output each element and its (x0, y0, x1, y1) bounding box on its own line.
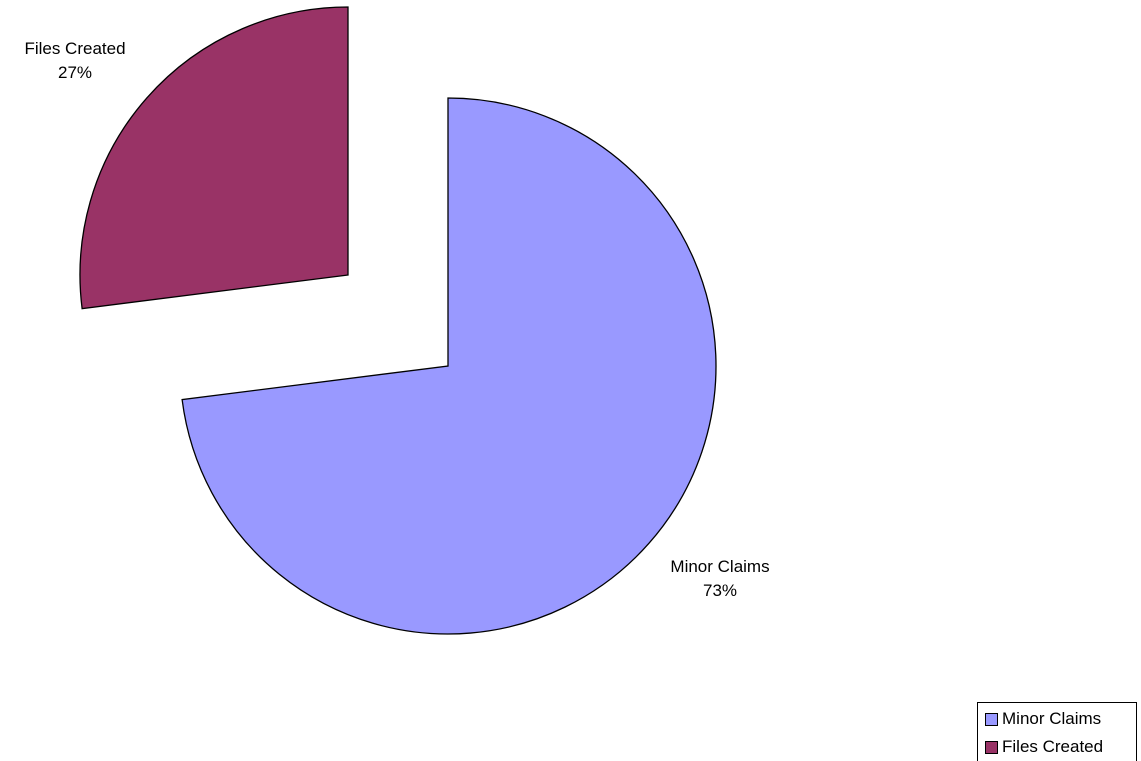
chart-legend: Minor Claims Files Created (977, 702, 1137, 761)
legend-item-minor-claims: Minor Claims (985, 705, 1136, 733)
legend-label-minor-claims: Minor Claims (1002, 709, 1102, 728)
pie-slice-files-created (79, 6, 349, 310)
pie-labels: Minor Claims 73% Files Created 27% (24, 39, 769, 600)
slice-label-name-minor-claims: Minor Claims (670, 557, 769, 576)
pie-slice-minor-claims (181, 97, 717, 635)
legend-item-files-created: Files Created (985, 733, 1136, 761)
slice-label-pct-minor-claims: 73% (703, 581, 737, 600)
legend-swatch-minor-claims (985, 712, 998, 726)
slice-label-name-files-created: Files Created (24, 39, 125, 58)
pie-slices (79, 6, 717, 635)
legend-swatch-files-created (985, 740, 998, 754)
slice-label-pct-files-created: 27% (58, 63, 92, 82)
legend-label-files-created: Files Created (1002, 737, 1104, 756)
